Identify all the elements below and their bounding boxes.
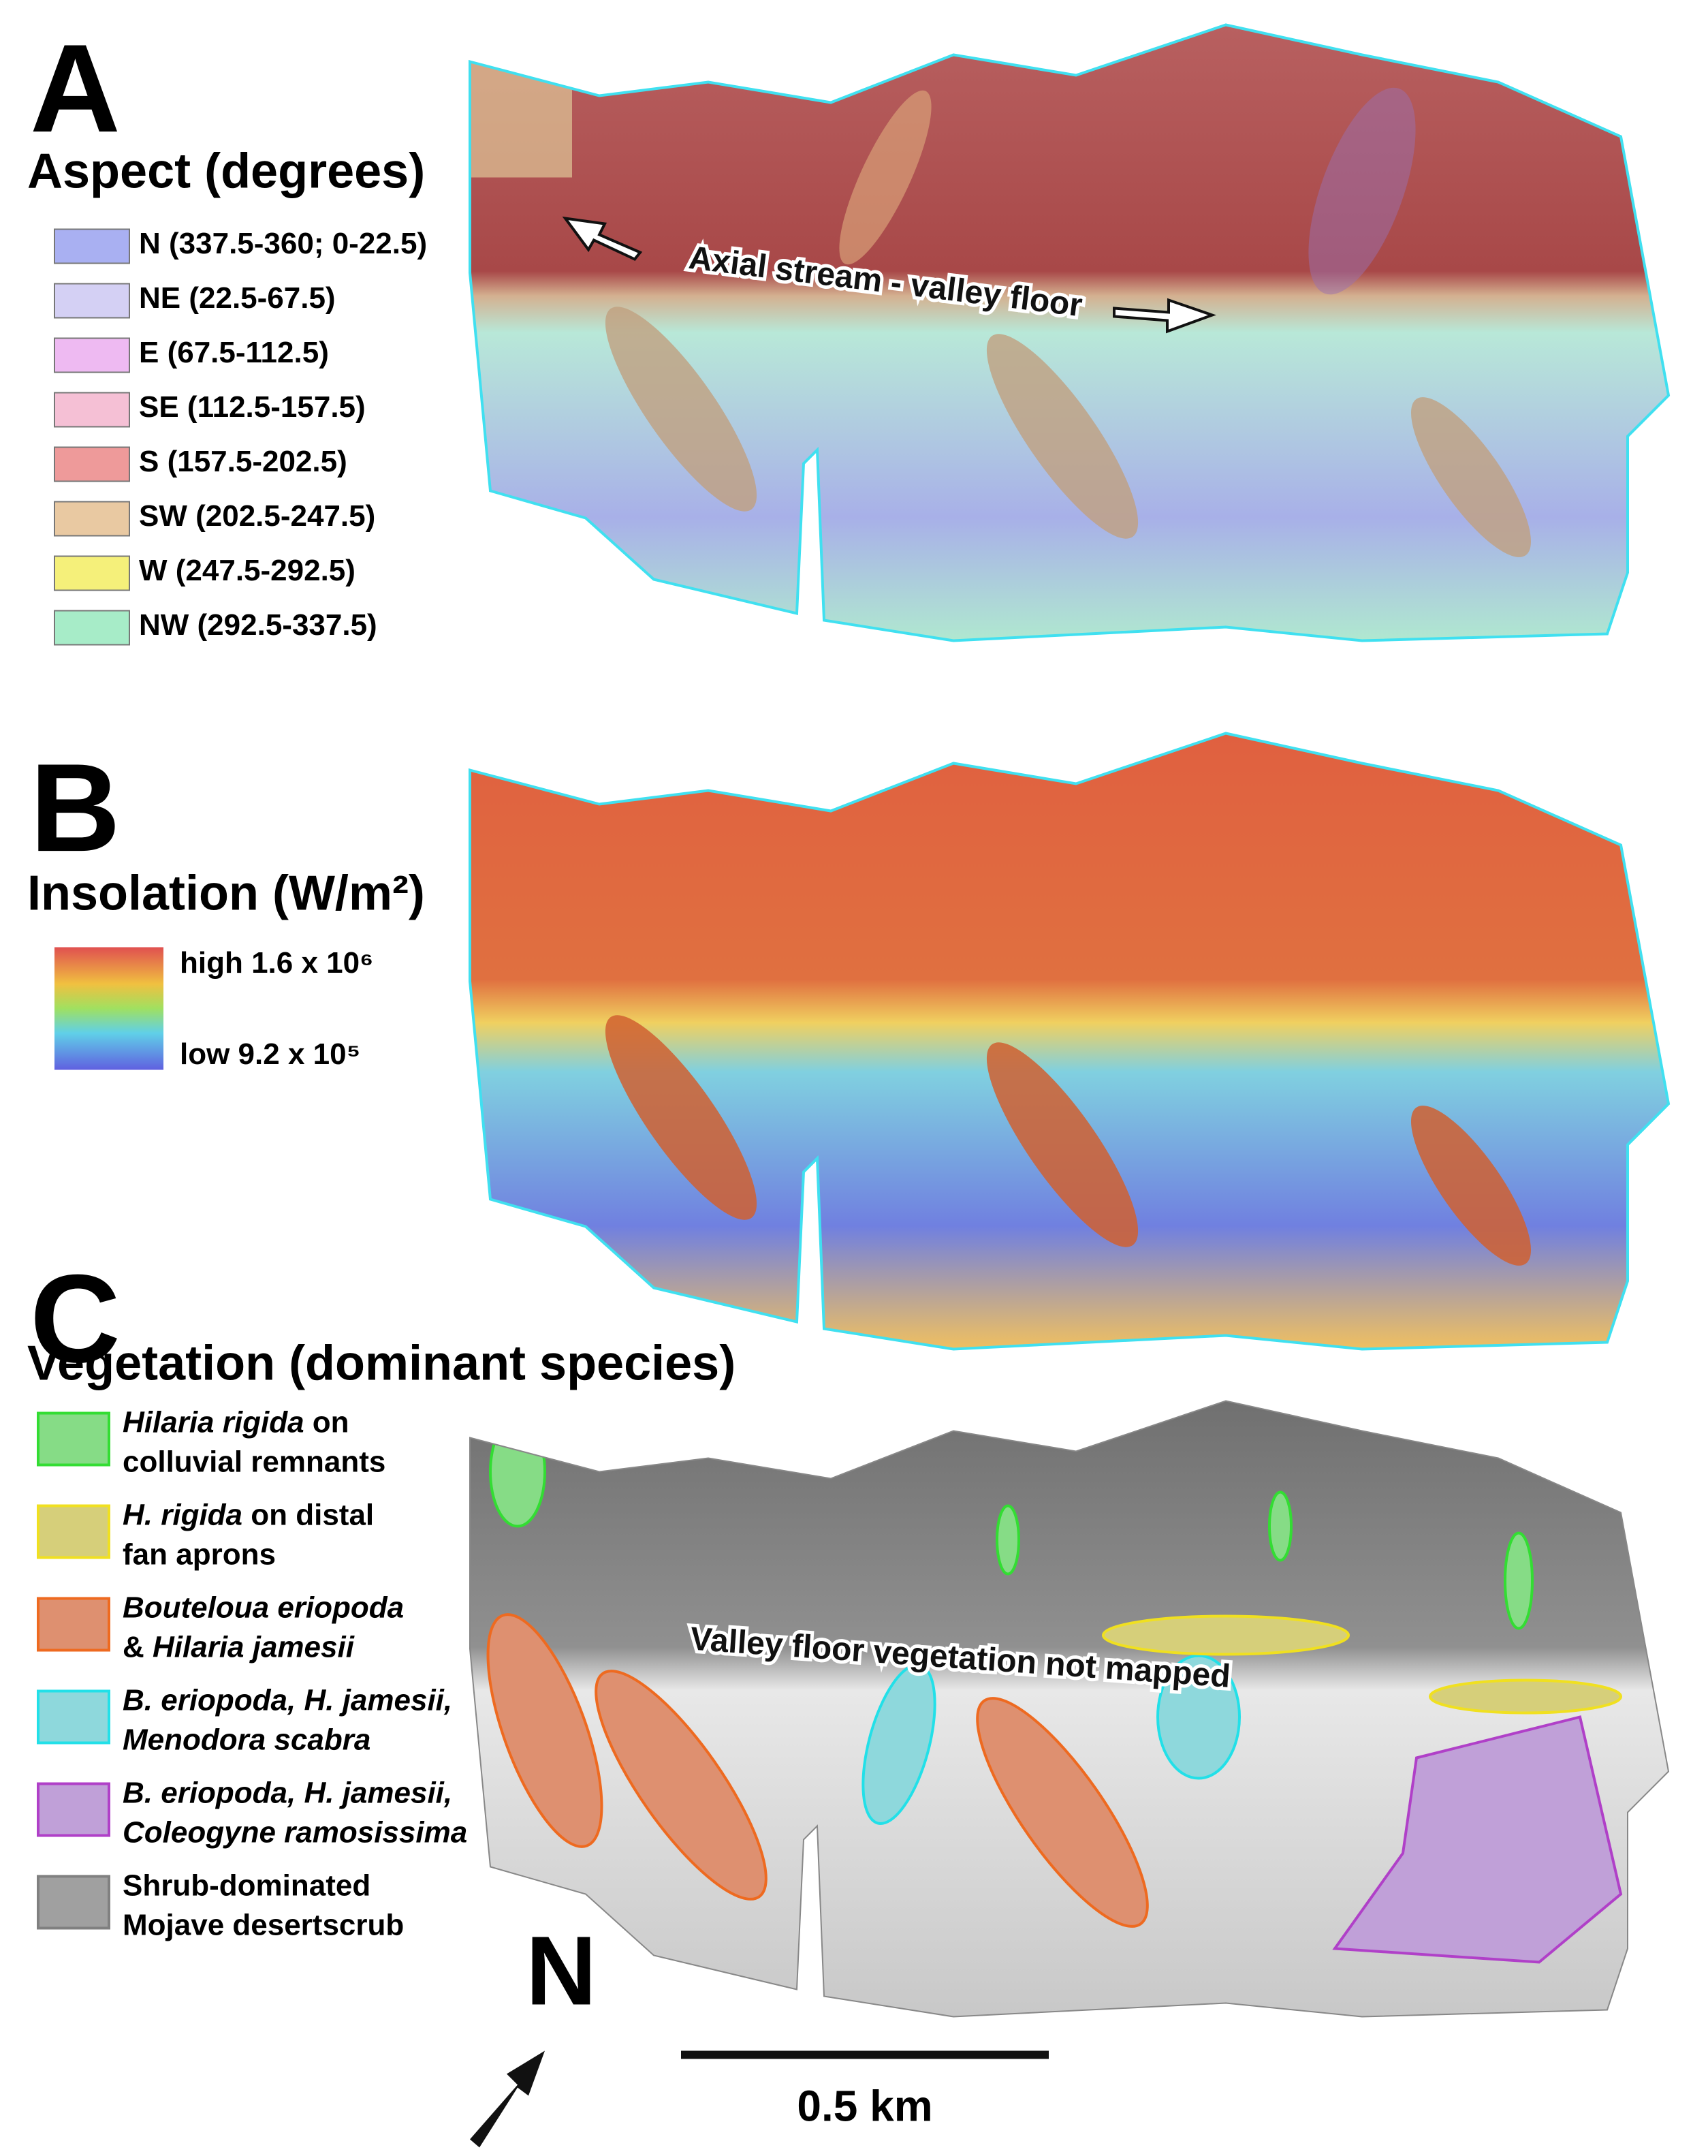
legend-label: Coleogyne ramosissima — [123, 1815, 467, 1849]
legend-label: W (247.5-292.5) — [139, 554, 355, 587]
legend-swatch — [54, 337, 130, 373]
legend-label: low 9.2 x 10⁵ — [180, 1037, 360, 1071]
legend-swatch — [54, 446, 130, 482]
legend-label: colluvial remnants — [123, 1445, 385, 1478]
legend-text: Menodora scabra — [123, 1723, 370, 1756]
legend-label: B. eriopoda, H. jamesii, — [123, 1683, 452, 1717]
legend-swatch — [37, 1875, 110, 1930]
panel-label: B — [30, 737, 121, 877]
legend-text: H. rigida — [123, 1498, 242, 1531]
panel-label: C — [30, 1248, 121, 1388]
insolation-map — [469, 732, 1670, 1351]
legend-label: S (157.5-202.5) — [139, 445, 347, 478]
legend-text: B. eriopoda, H. jamesii, — [123, 1683, 452, 1717]
legend-swatch — [37, 1689, 110, 1745]
legend-label: & Hilaria jamesii — [123, 1630, 355, 1663]
legend-text: Bouteloua eriopoda — [123, 1591, 404, 1624]
legend-text: Hilaria jamesii — [153, 1630, 355, 1663]
legend-swatch — [37, 1411, 110, 1467]
legend-swatch — [54, 283, 130, 319]
aspect-map — [469, 23, 1670, 642]
legend-label: SW (202.5-247.5) — [139, 499, 375, 533]
north-arrow — [470, 2050, 545, 2148]
legend-text: Coleogyne ramosissima — [123, 1815, 467, 1849]
legend-label: Bouteloua eriopoda — [123, 1591, 404, 1624]
legend-label: Shrub-dominated — [123, 1869, 370, 1902]
north-label: N — [526, 1916, 597, 2026]
legend-text: Hilaria rigida — [123, 1405, 304, 1439]
legend-text: on — [304, 1405, 349, 1439]
panel-label: A — [30, 18, 121, 158]
color-ramp — [54, 947, 163, 1070]
legend-label: N (337.5-360; 0-22.5) — [139, 227, 427, 260]
legend-swatch — [54, 228, 130, 264]
scale-label: 0.5 km — [797, 2081, 932, 2130]
legend-label: SE (112.5-157.5) — [139, 390, 366, 424]
legend-label: E (67.5-112.5) — [139, 336, 329, 369]
legend-text: colluvial remnants — [123, 1445, 385, 1478]
legend-swatch — [37, 1504, 110, 1559]
legend-label: B. eriopoda, H. jamesii, — [123, 1776, 452, 1809]
legend-swatch — [54, 555, 130, 591]
legend-text: & — [123, 1630, 153, 1663]
legend-label: H. rigida on distal — [123, 1498, 374, 1531]
legend-text: Mojave desertscrub — [123, 1908, 404, 1941]
legend-swatch — [37, 1597, 110, 1652]
annotation-arrows — [562, 216, 1216, 334]
legend-text: B. eriopoda, H. jamesii, — [123, 1776, 452, 1809]
legend-swatch — [54, 392, 130, 428]
vegetation-map — [469, 1400, 1669, 2018]
legend-label: Hilaria rigida on — [123, 1405, 349, 1439]
legend-label: NE (22.5-67.5) — [139, 281, 336, 315]
legend-text: Shrub-dominated — [123, 1869, 370, 1902]
legend-label: NW (292.5-337.5) — [139, 608, 377, 642]
legend-label: fan aprons — [123, 1537, 276, 1571]
legend-swatch — [37, 1782, 110, 1837]
legend-swatch — [54, 610, 130, 646]
legend-text: on distal — [242, 1498, 374, 1531]
legend-label: high 1.6 x 10⁶ — [180, 946, 373, 980]
legend-label: Menodora scabra — [123, 1723, 370, 1756]
panel-title: Aspect (degrees) — [27, 144, 425, 199]
panel-title: Insolation (W/m²) — [27, 866, 425, 921]
panel-title: Vegetation (dominant species) — [27, 1337, 736, 1391]
legend-text: fan aprons — [123, 1537, 276, 1571]
legend-label: Mojave desertscrub — [123, 1908, 404, 1941]
legend-swatch — [54, 501, 130, 537]
